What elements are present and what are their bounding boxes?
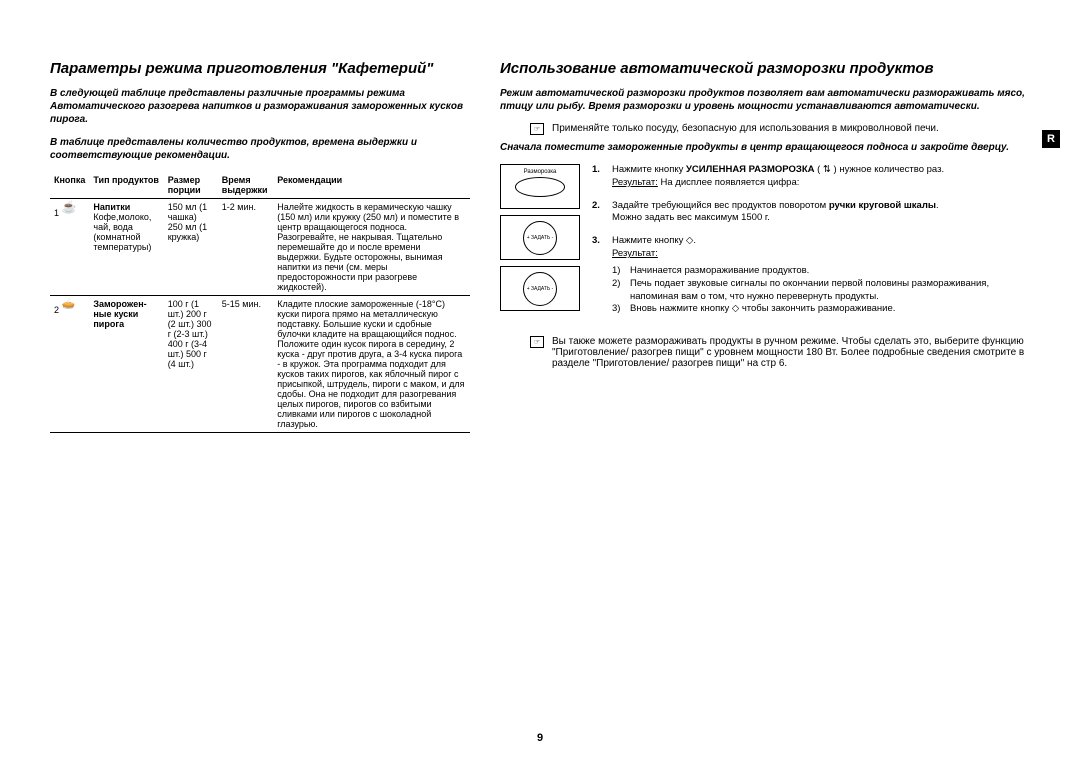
- step-number: 1.: [592, 164, 606, 190]
- right-intro-2: Сначала поместите замороженные продукты …: [500, 141, 1030, 154]
- cell-time: 5-15 мин.: [218, 296, 273, 433]
- step3-text-b: .: [693, 235, 696, 246]
- page-content: Параметры режима приготовления "Кафетери…: [0, 0, 1080, 453]
- th-time: Время выдержки: [218, 172, 273, 199]
- left-intro-2: В таблице представлены количество продук…: [50, 136, 470, 162]
- dial-icon: [523, 272, 557, 306]
- sub-num: 3): [612, 303, 626, 316]
- sub-num: 2): [612, 278, 626, 304]
- step2-bold: ручки круговой шкалы: [829, 200, 936, 211]
- row1-num: 1: [54, 208, 59, 218]
- sub-num: 1): [612, 265, 626, 278]
- dial-icon: [523, 221, 557, 255]
- note-1-text: Применяйте только посуду, безопасную для…: [552, 123, 939, 135]
- cell-rec: Кладите плоские замороженные (-18°C) кус…: [273, 296, 470, 433]
- info-icon: ☞: [530, 123, 544, 135]
- step-number: 3.: [592, 235, 606, 316]
- step1-result-text: На дисплее появляется цифра:: [661, 177, 800, 188]
- cell-time: 1-2 мин.: [218, 199, 273, 296]
- th-rec: Рекомендации: [273, 172, 470, 199]
- note-2: ☞ Вы также можете размораживать продукты…: [530, 336, 1030, 369]
- row2-type: Заморожен- ные куски пирога: [93, 299, 146, 329]
- step2-text-a: Задайте требующийся вес продуктов поворо…: [612, 200, 829, 211]
- step3-s2: Печь подает звуковые сигналы по окончани…: [630, 278, 1030, 304]
- note-2-text: Вы также можете размораживать продукты в…: [552, 336, 1030, 369]
- step3-text-a: Нажмите кнопку: [612, 235, 686, 246]
- cell-type: Напитки Кофе,молоко, чай, вода (комнатно…: [89, 199, 163, 296]
- right-title: Использование автоматической разморозки …: [500, 60, 1030, 77]
- step3-result-label: Результат:: [612, 248, 658, 259]
- cafeteria-table: Кнопка Тип продуктов Размер порции Время…: [50, 172, 470, 433]
- step-2: 2. Задайте требующийся вес продуктов пов…: [592, 200, 1030, 226]
- dial-icon-box-2: [500, 266, 580, 311]
- step1-text-b: ( ⇅ ) нужное количество раз.: [814, 164, 944, 175]
- step2-text-c: Можно задать вес максимум 1500 г.: [612, 212, 770, 223]
- step1-text-a: Нажмите кнопку: [612, 164, 686, 175]
- step3-sublist: 1) Начинается размораживание продуктов. 2…: [612, 265, 1030, 316]
- step3-s1: Начинается размораживание продуктов.: [630, 265, 809, 278]
- step1-result-label: Результат:: [612, 177, 658, 188]
- right-column: Использование автоматической разморозки …: [500, 60, 1030, 433]
- dial-icon-box: [500, 215, 580, 260]
- row1-type-detail: Кофе,молоко, чай, вода (комнатной темпер…: [93, 212, 151, 252]
- th-type: Тип продуктов: [89, 172, 163, 199]
- oven-label: Разморозка: [524, 169, 557, 175]
- step3-s3a: Вновь нажмите кнопку: [630, 303, 732, 314]
- tray-oval-icon: [515, 177, 565, 197]
- oven-tray-icon: Разморозка: [500, 164, 580, 209]
- cell-type: Заморожен- ные куски пирога: [89, 296, 163, 433]
- step-icons-column: Разморозка: [500, 164, 580, 326]
- language-tab: R: [1042, 130, 1060, 148]
- steps-block: Разморозка 1. Нажмите кнопку УСИЛЕННАЯ Р…: [500, 164, 1030, 326]
- row2-num: 2: [54, 305, 59, 315]
- th-size: Размер порции: [164, 172, 218, 199]
- left-title: Параметры режима приготовления "Кафетери…: [50, 60, 470, 77]
- cell-size: 100 г (1 шт.) 200 г (2 шт.) 300 г (2-3 ш…: [164, 296, 218, 433]
- cup-icon: [62, 202, 80, 216]
- step3-s3b: чтобы закончить размораживание.: [739, 303, 895, 314]
- table-row: 2 Заморожен- ные куски пирога 100 г (1 ш…: [50, 296, 470, 433]
- step-3: 3. Нажмите кнопку ◇. Результат: 1)Начина…: [592, 235, 1030, 316]
- step-number: 2.: [592, 200, 606, 226]
- page-number: 9: [537, 732, 543, 744]
- info-icon: ☞: [530, 336, 544, 348]
- right-intro-1: Режим автоматической разморозки продукто…: [500, 87, 1030, 113]
- left-column: Параметры режима приготовления "Кафетери…: [50, 60, 470, 433]
- steps-text: 1. Нажмите кнопку УСИЛЕННАЯ РАЗМОРОЗКА (…: [592, 164, 1030, 326]
- pie-icon: [62, 299, 80, 313]
- cell-btn: 2: [50, 296, 89, 433]
- step2-text-b: .: [936, 200, 939, 211]
- cell-rec: Налейте жидкость в керамическую чашку (1…: [273, 199, 470, 296]
- th-button: Кнопка: [50, 172, 89, 199]
- cell-btn: 1: [50, 199, 89, 296]
- cell-size: 150 мл (1 чашка) 250 мл (1 кружка): [164, 199, 218, 296]
- step-1: 1. Нажмите кнопку УСИЛЕННАЯ РАЗМОРОЗКА (…: [592, 164, 1030, 190]
- step1-bold: УСИЛЕННАЯ РАЗМОРОЗКА: [686, 164, 814, 175]
- row1-type: Напитки: [93, 202, 130, 212]
- left-intro-1: В следующей таблице представлены различн…: [50, 87, 470, 126]
- note-1: ☞ Применяйте только посуду, безопасную д…: [530, 123, 1030, 135]
- table-row: 1 Напитки Кофе,молоко, чай, вода (комнат…: [50, 199, 470, 296]
